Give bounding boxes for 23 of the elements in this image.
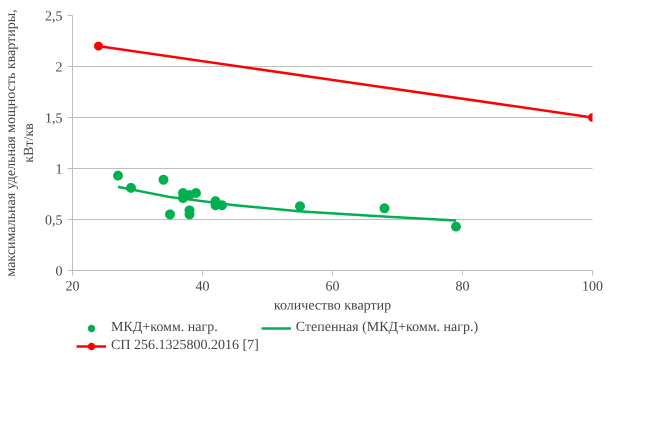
y-tick-label: 2 [56,60,62,76]
x-axis-title: количество квартир [274,298,392,314]
x-tick-label: 60 [326,280,340,294]
x-tick-label: 80 [456,280,470,294]
point [165,209,175,220]
y-tick-label: 2,5 [45,10,62,24]
x-tick-label: 40 [196,280,210,294]
point [451,222,461,232]
point [295,201,305,212]
x-tick-label: 100 [582,280,603,294]
legend-label: Степенная (МКД+комм. нагр.) [296,320,478,336]
y-tick-label: 0,5 [45,214,62,228]
point [158,174,168,185]
legend-label: МКД+комм. нагр. [111,320,218,336]
y-tick-label: 1,5 [45,112,62,126]
y-tick-label: 1 [56,162,62,178]
y-tick-label: 0 [56,264,62,280]
y-axis-title: максимальная удельная мощность квартиры, кВт/кв [4,9,37,277]
x-tick-label: 20 [66,280,80,294]
point [380,203,390,214]
point [113,170,123,181]
point [191,188,201,198]
legend-label: СП 256.1325800.2016 [7] [111,338,259,354]
